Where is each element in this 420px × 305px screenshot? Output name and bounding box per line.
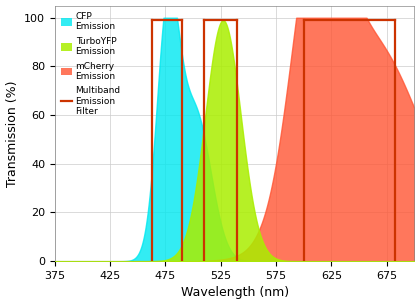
X-axis label: Wavelength (nm): Wavelength (nm) [181,286,289,300]
Legend: CFP
Emission, TurboYFP
Emission, mCherry
Emission, Multiband
Emission
Filter: CFP Emission, TurboYFP Emission, mCherry… [59,10,123,118]
Y-axis label: Transmission (%): Transmission (%) [5,80,18,187]
